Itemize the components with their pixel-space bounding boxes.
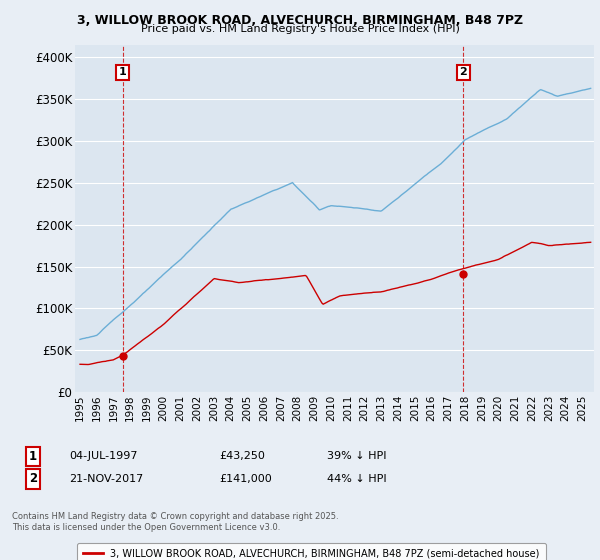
Text: £141,000: £141,000 [219,474,272,484]
Text: 1: 1 [119,67,127,77]
Text: 39% ↓ HPI: 39% ↓ HPI [327,451,386,461]
Legend: 3, WILLOW BROOK ROAD, ALVECHURCH, BIRMINGHAM, B48 7PZ (semi-detached house), HPI: 3, WILLOW BROOK ROAD, ALVECHURCH, BIRMIN… [77,543,545,560]
Text: 1: 1 [29,450,37,463]
Text: 04-JUL-1997: 04-JUL-1997 [69,451,137,461]
Text: 2: 2 [29,472,37,486]
Text: 2: 2 [460,67,467,77]
Text: Contains HM Land Registry data © Crown copyright and database right 2025.
This d: Contains HM Land Registry data © Crown c… [12,512,338,532]
Text: £43,250: £43,250 [219,451,265,461]
Text: 44% ↓ HPI: 44% ↓ HPI [327,474,386,484]
Text: 3, WILLOW BROOK ROAD, ALVECHURCH, BIRMINGHAM, B48 7PZ: 3, WILLOW BROOK ROAD, ALVECHURCH, BIRMIN… [77,14,523,27]
Text: Price paid vs. HM Land Registry's House Price Index (HPI): Price paid vs. HM Land Registry's House … [140,24,460,34]
Text: 21-NOV-2017: 21-NOV-2017 [69,474,143,484]
